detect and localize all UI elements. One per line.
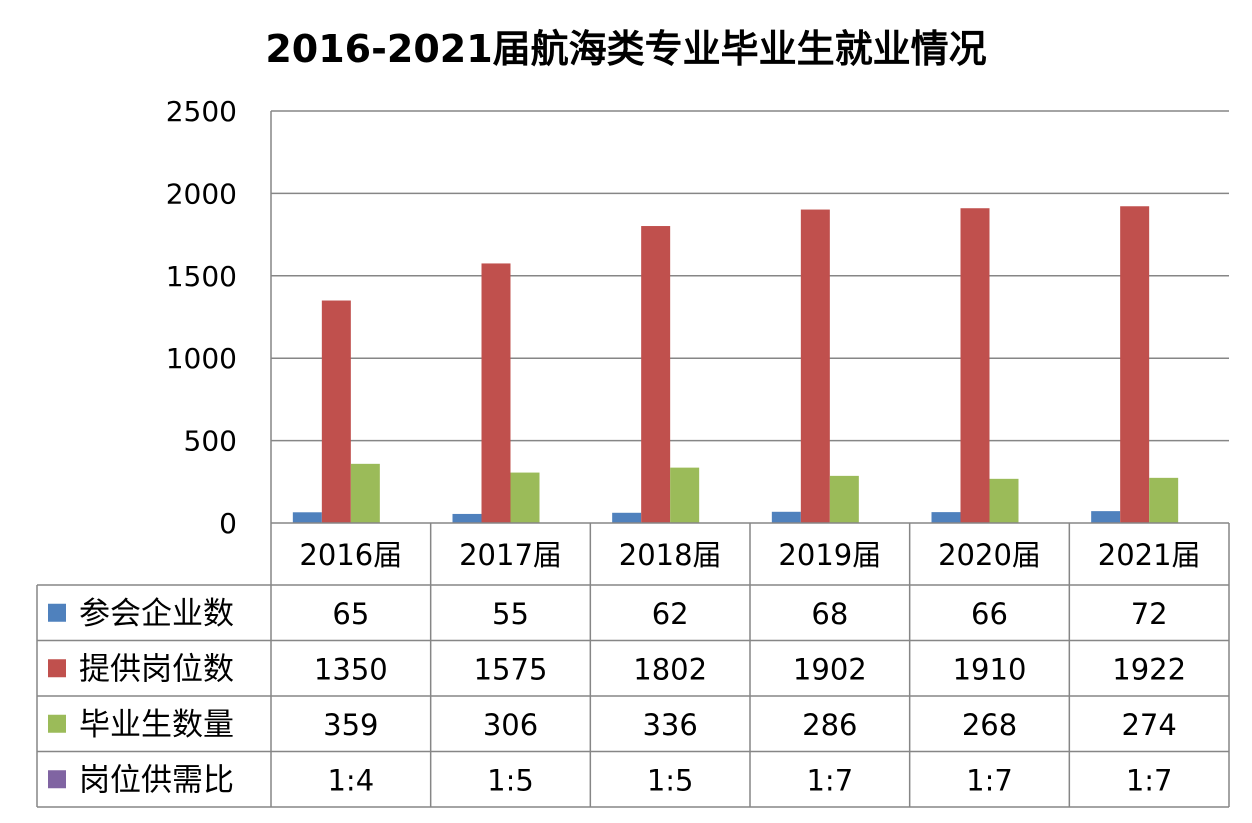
data-label: 1:5 [647,763,694,797]
data-label: 1802 [633,652,707,686]
data-label: 359 [323,708,378,742]
bar [1120,206,1150,523]
data-label: 336 [642,708,697,742]
bar [931,512,961,523]
data-label: 72 [1131,597,1168,631]
chart-title: 2016-2021届航海类专业毕业生就业情况 [265,27,987,71]
y-tick-label: 1500 [166,260,237,293]
legend-label: 参会企业数 [79,596,234,632]
legend-key [48,714,66,733]
data-label: 1910 [953,652,1027,686]
data-label: 268 [962,708,1017,742]
legend-key [48,659,66,678]
x-category-label: 2018届 [619,538,722,572]
bar [641,226,671,523]
legend-label: 提供岗位数 [79,651,234,687]
data-label: 1350 [314,652,388,686]
data-label: 68 [811,597,848,631]
legend-label: 岗位供需比 [79,762,234,798]
y-tick-label: 0 [219,507,237,540]
y-tick-label: 2500 [166,95,237,128]
legend-label: 毕业生数量 [79,707,234,743]
data-label: 306 [483,708,538,742]
data-label: 286 [802,708,857,742]
data-label: 62 [652,597,689,631]
y-tick-label: 500 [184,425,237,458]
data-label: 66 [971,597,1008,631]
bar [1149,477,1179,523]
bar [800,209,830,523]
x-category-label: 2021届 [1098,538,1201,572]
bar [670,467,700,523]
gridlines [271,110,1229,442]
bar [452,513,482,523]
data-label: 1:5 [487,763,534,797]
data-label: 1922 [1112,652,1186,686]
data-label: 274 [1121,708,1176,742]
x-category-label: 2016届 [299,538,402,572]
data-label: 1902 [793,652,867,686]
bar [1091,511,1121,523]
legend-key [48,603,66,622]
bar [350,463,380,523]
data-label: 65 [332,597,369,631]
bar [829,475,859,523]
bar [989,478,1019,523]
y-tick-label: 1000 [166,342,237,375]
data-label: 1:7 [1126,763,1173,797]
x-category-label: 2020届 [938,538,1041,572]
bar [612,512,642,523]
data-label: 1575 [474,652,548,686]
data-label: 1:7 [966,763,1013,797]
data-label: 55 [492,597,529,631]
bar [510,472,540,523]
bar [771,511,801,523]
y-tick-label: 2000 [166,177,237,210]
bars [292,206,1179,523]
bar [960,208,990,523]
x-category-label: 2017届 [459,538,562,572]
legend-key [48,770,66,789]
data-label: 1:4 [327,763,374,797]
bar [481,263,511,523]
data-label: 1:7 [806,763,853,797]
bar [321,300,351,523]
bar [292,512,322,523]
x-category-label: 2019届 [778,538,881,572]
